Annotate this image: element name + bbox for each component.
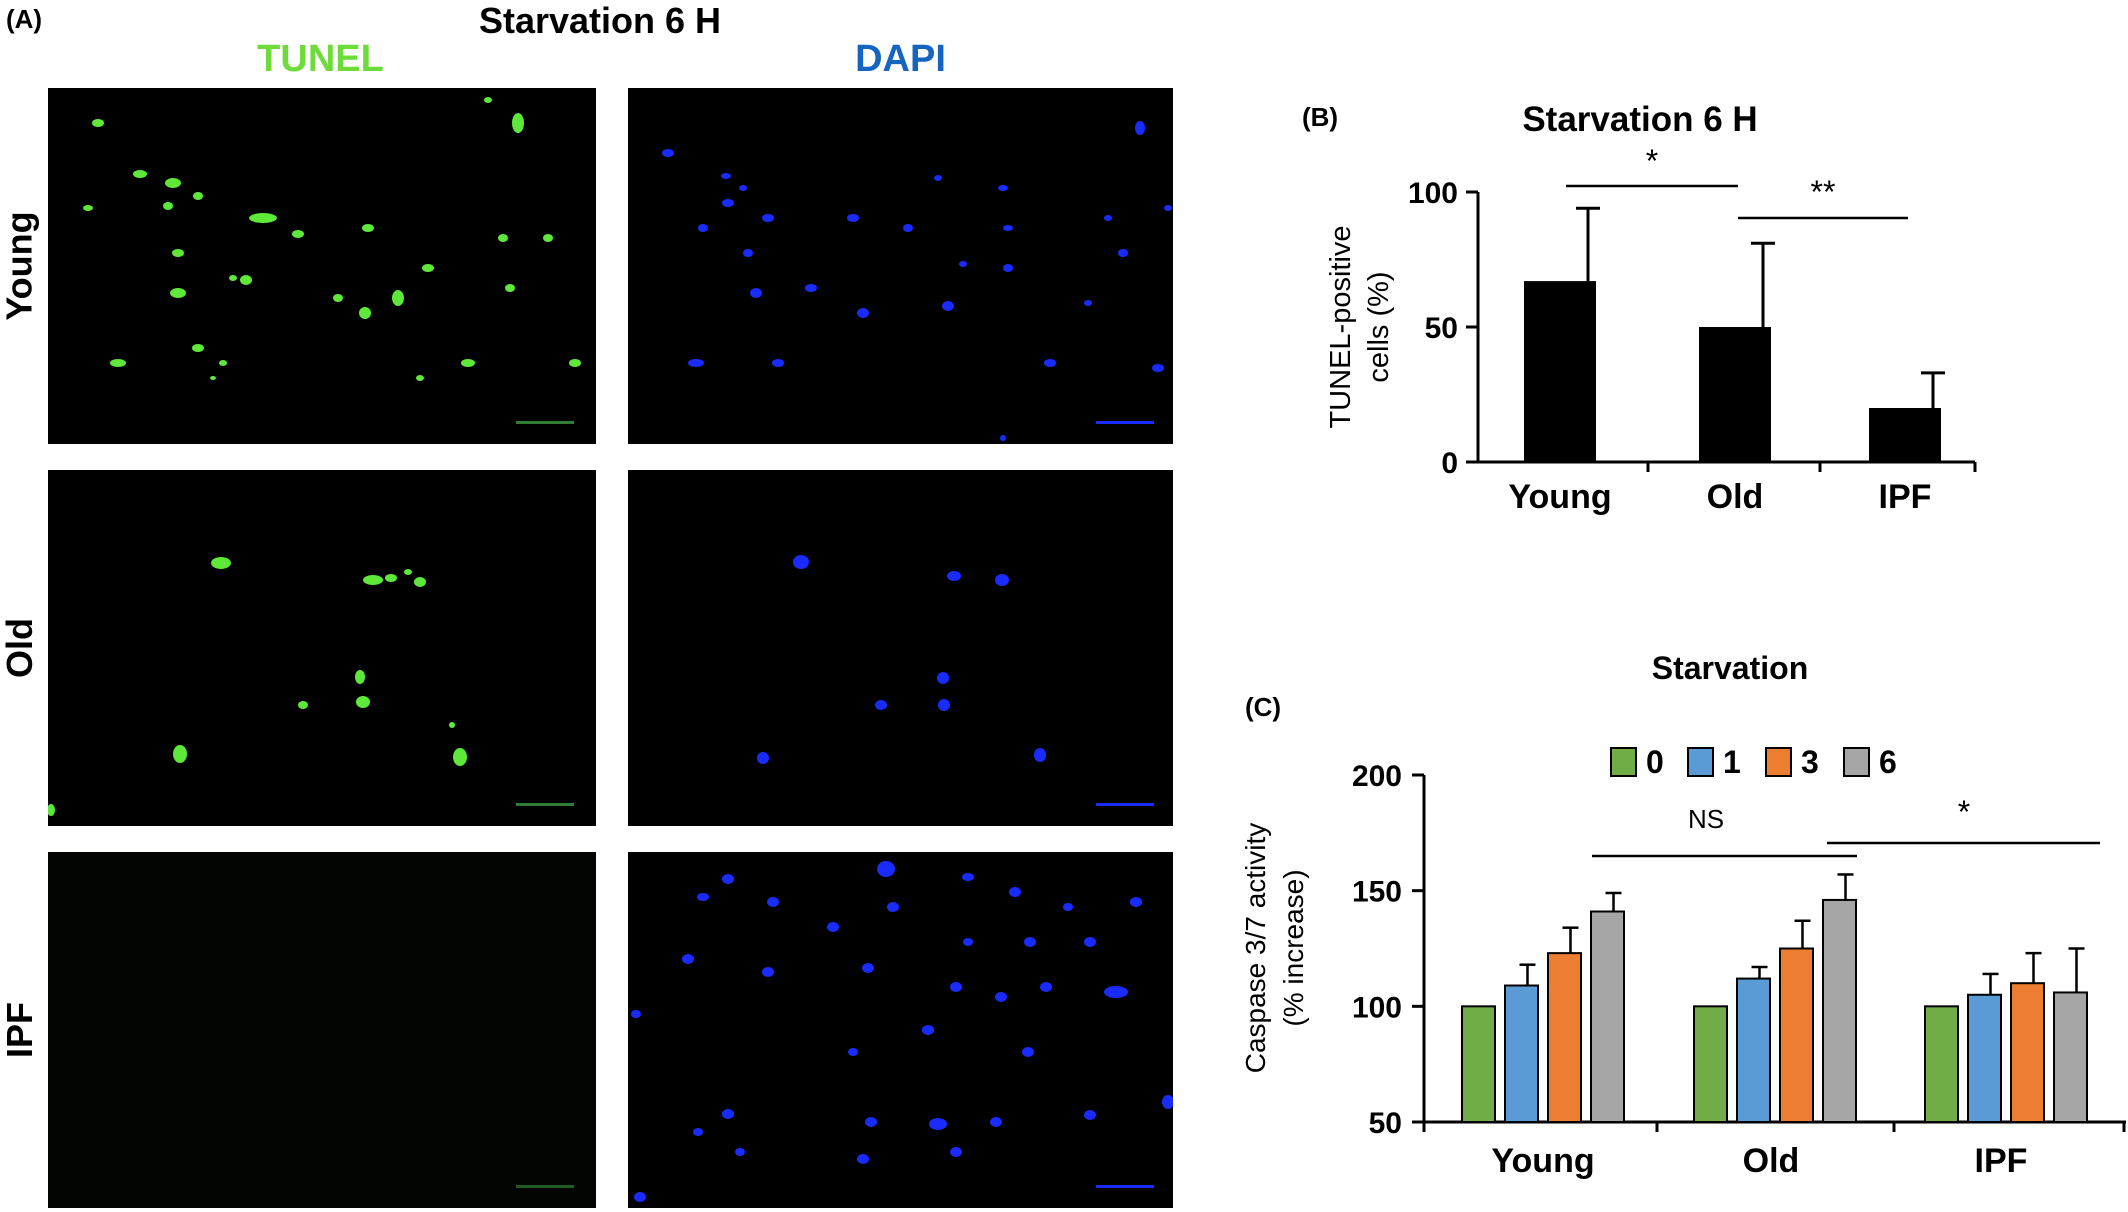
chart-c-legend-swatch <box>1765 747 1792 777</box>
chart-c-y-tick-label: 100 <box>1352 991 1402 1024</box>
micrograph-ipf-tunel <box>48 852 596 1208</box>
chart-c-bar <box>1693 1005 1728 1123</box>
chart-c-bar <box>1590 910 1625 1124</box>
chart-b-y-tick-label: 50 <box>1425 312 1458 345</box>
panel-a-letter: (A) <box>6 4 43 34</box>
chart-b-title: Starvation 6 H <box>1522 100 1757 139</box>
chart-b-y-tick-label: 100 <box>1408 177 1458 210</box>
chart-b-y-axis-label: TUNEL-positive cells (%) <box>1325 225 1395 428</box>
chart-b-bar <box>1524 281 1596 462</box>
chart-b-y-label-line: cells (%) <box>1363 271 1395 382</box>
chart-c-significance-label: * <box>1958 794 1970 830</box>
chart-b-y-tick-label: 0 <box>1441 447 1458 480</box>
chart-c-bar <box>2053 991 2088 1123</box>
chart-c-x-tick-label: Young <box>1491 1142 1594 1180</box>
micrograph-young-dapi <box>628 88 1173 444</box>
chart-c-legend-label: 0 <box>1646 744 1664 780</box>
chart-b-bar <box>1699 327 1771 462</box>
dapi-channel-label: DAPI <box>855 38 946 80</box>
chart-c-legend-swatch <box>1687 747 1714 777</box>
chart-c-y-label-line: (% increase) <box>1278 869 1309 1026</box>
chart-c-bar <box>1461 1005 1496 1123</box>
chart-c-x-tick-label: IPF <box>1975 1142 2028 1180</box>
chart-c-bar <box>1547 952 1582 1123</box>
row-label-young: Young <box>0 211 40 321</box>
panel-c-letter: (C) <box>1245 692 1282 722</box>
panel-b-letter: (B) <box>1302 102 1339 132</box>
chart-c-y-tick-label: 200 <box>1352 760 1402 793</box>
chart-b-significance-label: ** <box>1811 174 1836 210</box>
chart-c-legend-swatch <box>1610 747 1637 777</box>
chart-c-x-tick-label: Old <box>1743 1142 1800 1180</box>
micrograph-young-tunel <box>48 88 596 444</box>
chart-c-bar <box>1736 977 1771 1123</box>
chart-c-y-tick-label: 150 <box>1352 876 1402 909</box>
row-label-old: Old <box>0 618 40 678</box>
chart-c-bar <box>1822 898 1857 1123</box>
chart-b-x-tick-label: IPF <box>1879 478 1932 516</box>
chart-c-legend-label: 1 <box>1723 744 1741 780</box>
chart-c-y-axis-label: Caspase 3/7 activity (% increase) <box>1240 823 1309 1074</box>
chart-c-legend-swatch <box>1843 747 1870 777</box>
chart-b-y-label-line: TUNEL-positive <box>1325 225 1357 428</box>
chart-c-bar <box>1967 993 2002 1123</box>
chart-c-bar <box>1924 1005 1959 1123</box>
micrograph-ipf-dapi <box>628 852 1173 1208</box>
chart-c-bar <box>2010 982 2045 1124</box>
chart-c-legend-label: 6 <box>1879 744 1897 780</box>
chart-b-x-tick-label: Old <box>1707 478 1764 516</box>
chart-c-bar <box>1504 984 1539 1123</box>
chart-c-significance-label: NS <box>1688 804 1724 834</box>
chart-b-bar <box>1869 408 1941 462</box>
chart-c-legend-label: 3 <box>1801 744 1819 780</box>
row-label-ipf: IPF <box>0 1001 41 1059</box>
panel-a-title: Starvation 6 H <box>478 0 722 41</box>
chart-c-title: Starvation <box>1652 650 1808 686</box>
micrograph-old-tunel <box>48 470 596 826</box>
micrograph-old-dapi <box>628 470 1173 826</box>
tunel-channel-label: TUNEL <box>257 38 384 80</box>
chart-c-y-label-line: Caspase 3/7 activity <box>1240 823 1271 1074</box>
chart-b-significance-label: * <box>1646 143 1658 179</box>
chart-b-x-tick-label: Young <box>1508 478 1611 516</box>
chart-c-bar <box>1779 947 1814 1123</box>
chart-c-y-tick-label: 50 <box>1369 1107 1402 1140</box>
